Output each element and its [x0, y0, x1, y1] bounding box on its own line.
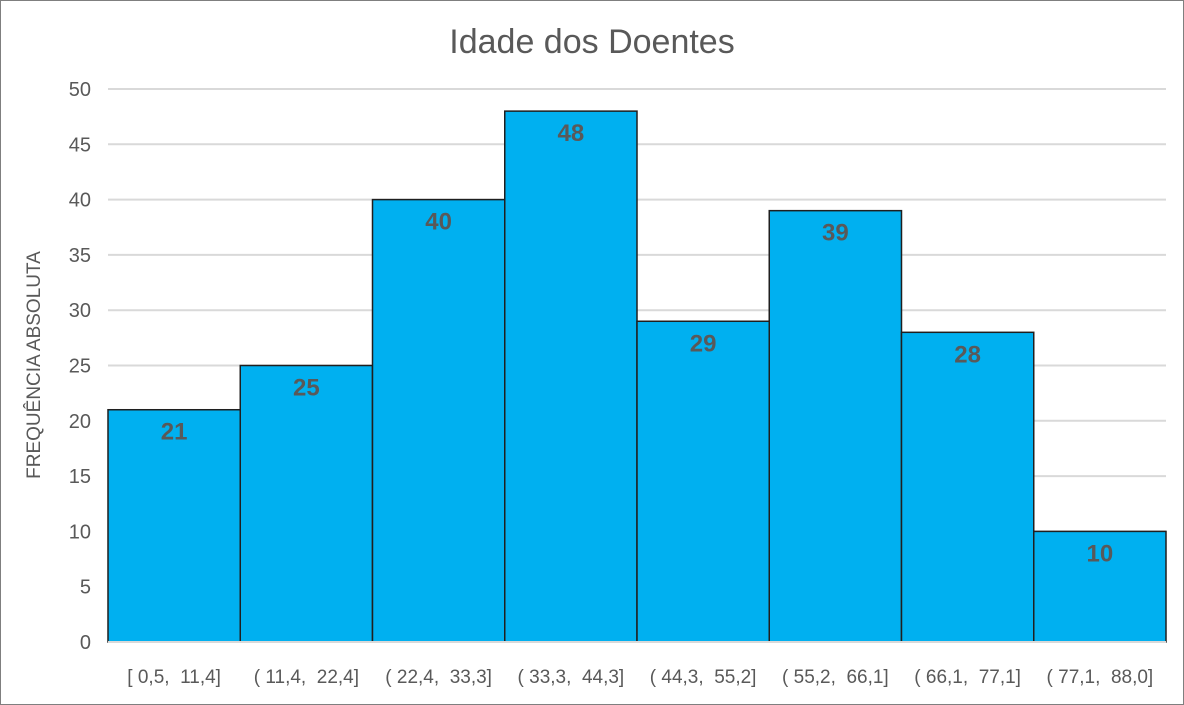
bar-value-label: 29: [690, 330, 717, 357]
x-tick-label: ( 55,2, 66,1]: [782, 667, 889, 688]
data-labels: 21 25 40 48 29 39 28 10: [161, 120, 1113, 567]
bar-value-label: 10: [1087, 540, 1114, 567]
x-tick-label: ( 22,4, 33,3]: [385, 667, 492, 688]
y-tick-label: 20: [69, 411, 91, 433]
y-axis-ticks: 0 5 10 15 20 25 30 35 40 45 50: [69, 79, 91, 654]
bars: [107, 110, 1167, 643]
bar: [1033, 530, 1167, 643]
x-tick-label: ( 11,4, 22,4]: [254, 667, 359, 688]
bar: [239, 364, 374, 643]
bar-value-label: 28: [954, 341, 981, 368]
bar-value-label: 39: [822, 220, 849, 247]
y-tick-label: 30: [69, 300, 91, 322]
x-axis-ticks: [ 0,5, 11,4] ( 11,4, 22,4] ( 22,4, 33,3] ( …: [127, 667, 1153, 688]
x-tick-label: ( 77,1, 88,0]: [1047, 667, 1154, 688]
bar-value-label: 25: [293, 375, 320, 402]
y-tick-label: 0: [80, 632, 91, 654]
bar-value-label: 48: [558, 120, 585, 147]
y-tick-label: 25: [69, 356, 91, 378]
bar: [768, 209, 903, 643]
bar: [504, 110, 638, 643]
y-tick-label: 15: [69, 466, 91, 488]
y-tick-label: 5: [80, 577, 91, 599]
bar: [636, 320, 770, 643]
x-tick-label: ( 33,3, 44,3]: [518, 667, 625, 688]
x-tick-label: [ 0,5, 11,4]: [127, 667, 221, 688]
bar: [371, 198, 506, 643]
x-tick-label: ( 66,1, 77,1]: [914, 667, 1021, 688]
y-axis-label: FREQUÊNCIA ABSOLUTA: [23, 251, 45, 479]
y-tick-label: 40: [69, 190, 91, 212]
bar-value-label: 21: [161, 419, 188, 446]
bar: [900, 331, 1035, 643]
x-tick-label: ( 44,3, 55,2]: [650, 667, 757, 688]
chart-title: Idade dos Doentes: [449, 23, 734, 61]
y-tick-label: 35: [69, 245, 91, 267]
y-tick-label: 45: [69, 134, 91, 156]
bar-value-label: 40: [425, 209, 452, 236]
y-tick-label: 10: [69, 521, 91, 543]
y-tick-label: 50: [69, 79, 91, 101]
